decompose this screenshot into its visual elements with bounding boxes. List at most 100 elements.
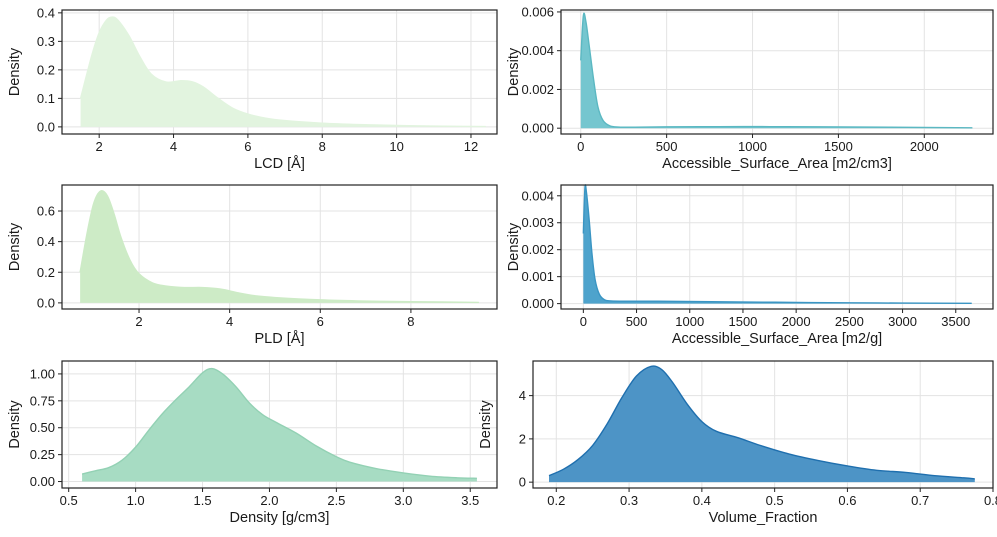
y-tick-label: 0.001 — [521, 269, 554, 284]
kde-panel-6: 0.2 0.3 0.4 0.5 0.6 0.7 0.8 0 2 4 Volume_Fraction D… — [478, 360, 997, 526]
kde-area — [549, 366, 975, 483]
x-axis-label: Volume_Fraction — [709, 510, 818, 526]
y-tick-label: 0.000 — [521, 121, 554, 136]
x-tick-label: 0.5 — [60, 493, 78, 508]
kde-line — [582, 184, 972, 305]
x-tick-label: 12 — [464, 139, 478, 154]
y-tick-label: 0.25 — [30, 447, 55, 462]
x-tick-label: 0 — [580, 314, 587, 329]
y-tick-label: 0.004 — [521, 43, 554, 58]
x-tick-label: 4 — [170, 139, 177, 154]
x-tick-label: 8 — [407, 314, 414, 329]
y-axis-label: Density — [506, 47, 522, 96]
x-axis-label: Density [g/cm3] — [230, 510, 330, 526]
y-tick-label: 0.75 — [30, 393, 55, 408]
y-tick-label: 2 — [519, 431, 526, 446]
y-tick-label: 0.2 — [37, 62, 55, 77]
y-tick-label: 0.00 — [30, 474, 55, 489]
x-tick-label: 8 — [319, 139, 326, 154]
x-tick-label: 6 — [244, 139, 251, 154]
kde-panel-2: 0 500 1000 1500 2000 0.000 0.002 0.004 0.006 Acce… — [506, 4, 994, 172]
y-tick-label: 0.4 — [37, 234, 55, 249]
x-tick-label: 0.8 — [984, 493, 997, 508]
x-tick-label: 1000 — [738, 139, 767, 154]
kde-area — [80, 190, 479, 303]
x-tick-label: 0.2 — [547, 493, 565, 508]
y-tick-label: 0.003 — [521, 215, 554, 230]
y-axis-label: Density — [506, 222, 522, 271]
x-tick-label: 500 — [626, 314, 648, 329]
axes-frame — [61, 360, 498, 489]
y-tick-label: 0 — [519, 475, 526, 490]
y-axis-label: Density — [478, 400, 494, 449]
x-tick-label: 2 — [96, 139, 103, 154]
x-tick-label: 3000 — [888, 314, 917, 329]
x-tick-label: 10 — [389, 139, 403, 154]
x-tick-label: 0.6 — [838, 493, 856, 508]
x-axis-label: LCD [Å] — [254, 155, 305, 172]
y-tick-label: 0.0 — [37, 295, 55, 310]
axes-frame — [61, 9, 498, 135]
x-tick-label: 2 — [135, 314, 142, 329]
kde-panel-5: 0.5 1.0 1.5 2.0 2.5 3.0 3.5 0.00 0.25 0.50 0.75 1.0… — [7, 360, 498, 526]
x-tick-label: 1.0 — [127, 493, 145, 508]
x-tick-label: 3.0 — [394, 493, 412, 508]
x-tick-label: 3500 — [941, 314, 970, 329]
x-tick-label: 6 — [317, 314, 324, 329]
axes-frame — [61, 184, 498, 310]
y-axis-label: Density — [7, 222, 23, 271]
y-tick-label: 0.002 — [521, 242, 554, 257]
axes-frame — [560, 9, 994, 135]
x-tick-label: 0.3 — [620, 493, 638, 508]
x-tick-label: 2000 — [910, 139, 939, 154]
kde-area — [80, 17, 486, 127]
x-tick-label: 0 — [577, 139, 584, 154]
x-axis-label: PLD [Å] — [255, 330, 305, 347]
y-tick-label: 0.004 — [521, 188, 554, 203]
x-tick-label: 1500 — [824, 139, 853, 154]
axes-frame — [560, 184, 994, 310]
axes-frame — [532, 360, 994, 489]
y-tick-label: 0.4 — [37, 5, 55, 20]
x-tick-label: 2.5 — [327, 493, 345, 508]
y-tick-label: 0.1 — [37, 91, 55, 106]
x-tick-label: 0.7 — [911, 493, 929, 508]
kde-line — [79, 16, 486, 128]
kde-panel-3: 2 4 6 8 0.0 0.2 0.4 0.6 PLD [Å] Density — [7, 184, 498, 347]
y-tick-label: 4 — [519, 388, 526, 403]
y-tick-label: 0.002 — [521, 82, 554, 97]
y-tick-label: 0.6 — [37, 204, 55, 219]
y-tick-label: 0.000 — [521, 296, 554, 311]
x-tick-label: 1.5 — [193, 493, 211, 508]
kde-panel-4: 0 500 1000 1500 2000 2500 3000 3500 0.000 0.001 0.… — [506, 184, 994, 347]
x-tick-label: 2000 — [782, 314, 811, 329]
x-tick-label: 2.0 — [260, 493, 278, 508]
kde-line — [580, 12, 973, 129]
kde-area — [580, 13, 973, 129]
x-tick-label: 2500 — [835, 314, 864, 329]
x-tick-label: 0.5 — [766, 493, 784, 508]
y-tick-label: 0.3 — [37, 34, 55, 49]
y-axis-label: Density — [7, 400, 23, 449]
x-tick-label: 0.4 — [693, 493, 711, 508]
y-tick-label: 0.006 — [521, 4, 554, 19]
y-tick-label: 0.2 — [37, 265, 55, 280]
x-tick-label: 4 — [226, 314, 233, 329]
kde-line — [79, 190, 479, 304]
kde-panel-1: 2 4 6 8 10 12 0.0 0.1 0.2 0.3 0.4 LCD [Å] Density — [7, 5, 498, 172]
y-tick-label: 0.50 — [30, 420, 55, 435]
x-axis-label: Accessible_Surface_Area [m2/g] — [672, 331, 882, 347]
y-tick-label: 0.0 — [37, 119, 55, 134]
y-tick-label: 1.00 — [30, 366, 55, 381]
x-axis-label: Accessible_Surface_Area [m2/cm3] — [662, 156, 892, 172]
y-axis-label: Density — [7, 47, 23, 96]
x-tick-label: 3.5 — [461, 493, 479, 508]
kde-area — [583, 184, 972, 304]
x-tick-label: 1000 — [675, 314, 704, 329]
x-tick-label: 1500 — [728, 314, 757, 329]
x-tick-label: 500 — [656, 139, 678, 154]
kde-area — [82, 368, 477, 482]
kde-line — [548, 365, 975, 480]
